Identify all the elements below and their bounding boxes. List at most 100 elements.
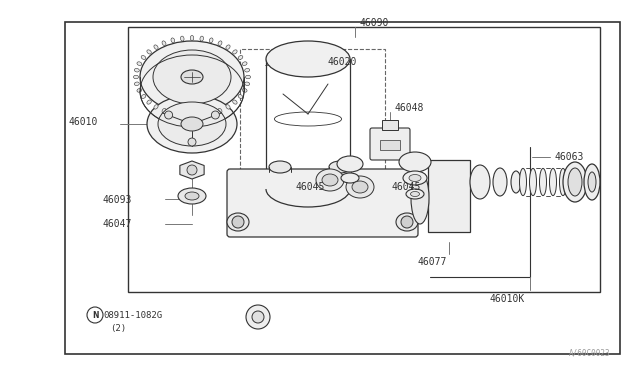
Ellipse shape [154,105,158,109]
Ellipse shape [147,100,151,104]
Ellipse shape [178,188,206,204]
Ellipse shape [140,41,244,113]
Ellipse shape [238,94,243,99]
Ellipse shape [158,102,226,146]
Ellipse shape [550,169,557,196]
Ellipse shape [171,111,175,116]
Ellipse shape [470,165,490,199]
Circle shape [187,165,197,175]
Text: 46020: 46020 [328,57,357,67]
Text: N: N [92,311,99,320]
Ellipse shape [181,70,203,84]
Ellipse shape [147,50,151,54]
Ellipse shape [406,189,424,199]
Ellipse shape [226,105,230,109]
Ellipse shape [329,161,351,173]
Text: 46063: 46063 [555,152,584,162]
Circle shape [232,216,244,228]
Ellipse shape [137,89,142,92]
Ellipse shape [190,35,194,41]
Ellipse shape [233,50,237,54]
Ellipse shape [185,192,199,200]
Ellipse shape [137,62,142,65]
Text: A/60C0023: A/60C0023 [568,349,610,358]
Ellipse shape [134,75,138,79]
Ellipse shape [218,41,222,45]
Circle shape [87,307,103,323]
Text: 46090: 46090 [360,18,389,28]
Bar [380,140,400,150]
Ellipse shape [341,173,359,183]
Text: 46010: 46010 [68,117,97,127]
Ellipse shape [403,171,427,185]
Ellipse shape [568,168,582,196]
Ellipse shape [171,38,175,43]
Ellipse shape [153,50,231,104]
Ellipse shape [233,100,237,104]
Ellipse shape [242,89,247,92]
Ellipse shape [162,41,166,45]
Text: 46045: 46045 [296,182,325,192]
Ellipse shape [162,109,166,113]
Ellipse shape [134,82,140,86]
Ellipse shape [209,38,213,43]
Circle shape [401,216,413,228]
Ellipse shape [180,36,184,41]
Ellipse shape [409,174,421,182]
Text: 46077: 46077 [418,257,447,267]
Ellipse shape [154,45,158,49]
Ellipse shape [244,68,250,72]
Bar [65,22,620,354]
Ellipse shape [584,164,600,200]
Text: 46048: 46048 [395,103,424,113]
Ellipse shape [559,169,566,196]
Ellipse shape [218,109,222,113]
Ellipse shape [520,169,527,196]
Ellipse shape [242,62,247,65]
Ellipse shape [493,168,507,196]
Circle shape [211,111,220,119]
Ellipse shape [227,213,249,231]
Circle shape [188,138,196,146]
Circle shape [164,111,173,119]
Ellipse shape [411,172,429,224]
Ellipse shape [399,152,431,172]
Text: (2): (2) [110,324,126,334]
Bar [240,49,385,224]
Ellipse shape [563,162,587,202]
Ellipse shape [511,171,521,193]
Ellipse shape [134,68,140,72]
Ellipse shape [181,117,203,131]
Ellipse shape [352,181,368,193]
Ellipse shape [147,95,237,153]
FancyBboxPatch shape [227,169,418,237]
Bar [428,160,470,232]
Text: 46045: 46045 [392,182,421,192]
Ellipse shape [540,169,547,196]
Ellipse shape [410,192,419,196]
Ellipse shape [200,113,204,118]
Ellipse shape [226,45,230,49]
Ellipse shape [337,156,363,172]
Ellipse shape [529,169,536,196]
Ellipse shape [200,36,204,41]
Ellipse shape [316,169,344,191]
FancyBboxPatch shape [370,128,410,160]
Ellipse shape [396,213,418,231]
Circle shape [252,311,264,323]
Ellipse shape [269,161,291,173]
Text: 46093: 46093 [102,195,131,205]
Ellipse shape [266,41,350,77]
Bar [382,120,398,130]
Ellipse shape [246,75,250,79]
Ellipse shape [190,113,194,119]
Ellipse shape [588,172,596,192]
Ellipse shape [180,113,184,118]
Ellipse shape [244,82,250,86]
Ellipse shape [346,176,374,198]
Text: 08911-1082G: 08911-1082G [103,311,162,320]
Text: 46010K: 46010K [490,294,525,304]
Ellipse shape [141,55,146,60]
Circle shape [246,305,270,329]
Polygon shape [180,161,204,179]
